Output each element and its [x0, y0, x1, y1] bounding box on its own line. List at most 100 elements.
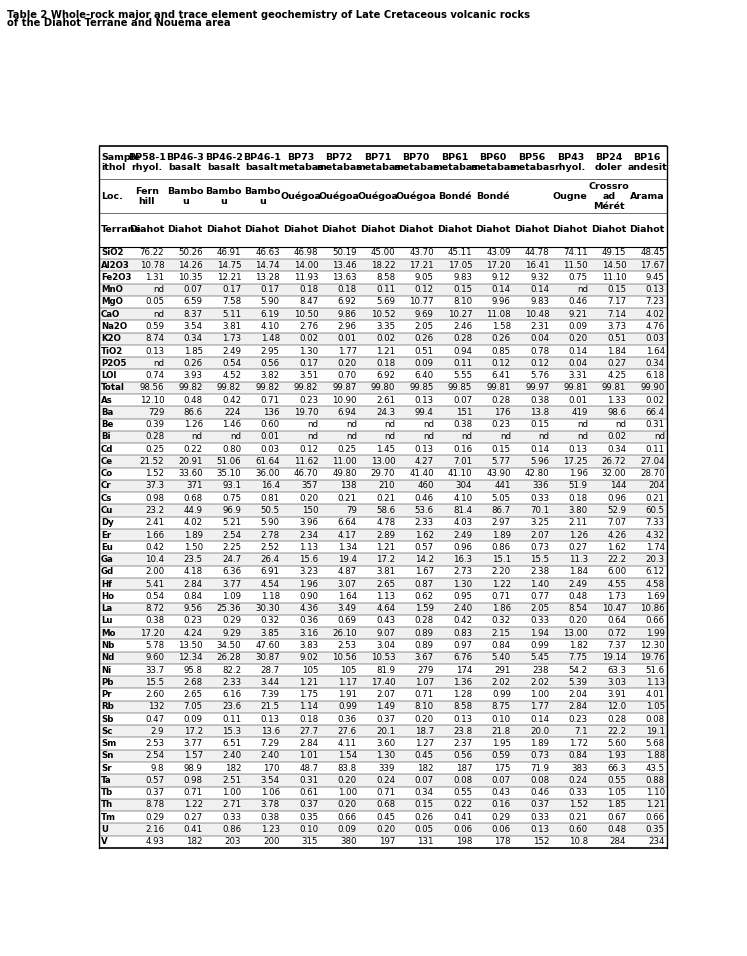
Text: 0.11: 0.11	[453, 358, 472, 368]
Bar	[99, 480, 666, 492]
Text: 1.00: 1.00	[338, 788, 357, 797]
Text: 0.36: 0.36	[338, 714, 357, 724]
Text: 6.92: 6.92	[338, 297, 357, 307]
Text: 0.10: 0.10	[492, 714, 511, 724]
Text: 23.2: 23.2	[145, 506, 164, 515]
Text: 1.99: 1.99	[646, 629, 665, 638]
Bar	[99, 602, 666, 615]
Text: Nb: Nb	[101, 641, 114, 650]
Text: 17.2: 17.2	[184, 727, 202, 736]
Text: 9.21: 9.21	[568, 310, 588, 318]
Text: BP46-3
basalt: BP46-3 basalt	[167, 153, 204, 172]
Text: 0.14: 0.14	[492, 285, 511, 294]
Text: 3.78: 3.78	[261, 800, 279, 810]
Text: 6.12: 6.12	[645, 567, 665, 576]
Text: nd: nd	[153, 358, 164, 368]
Text: 0.28: 0.28	[492, 396, 511, 404]
Text: 210: 210	[379, 482, 395, 490]
Text: 2.37: 2.37	[453, 739, 472, 749]
Text: 0.09: 0.09	[184, 714, 202, 724]
Text: 0.73: 0.73	[530, 751, 549, 760]
Text: 0.02: 0.02	[376, 335, 395, 343]
Text: 4.18: 4.18	[184, 567, 202, 576]
Text: Diahot: Diahot	[129, 226, 164, 234]
Text: 17.21: 17.21	[409, 261, 434, 270]
Text: 33.7: 33.7	[145, 665, 164, 675]
Text: Total: Total	[101, 383, 125, 392]
Text: 27.6: 27.6	[338, 727, 357, 736]
Text: 0.75: 0.75	[222, 493, 241, 503]
Text: 170: 170	[263, 764, 279, 772]
Text: 3.54: 3.54	[261, 776, 279, 785]
Text: Ouégoa: Ouégoa	[319, 191, 359, 201]
Text: 4.76: 4.76	[645, 322, 665, 331]
Text: 0.86: 0.86	[492, 543, 511, 552]
Text: Lu: Lu	[101, 617, 112, 625]
Text: 43.5: 43.5	[645, 764, 665, 772]
Text: 0.60: 0.60	[261, 420, 279, 429]
Text: Crossro
ad
Mérét: Crossro ad Mérét	[589, 182, 629, 210]
Text: 1.09: 1.09	[223, 592, 241, 601]
Text: 50.5: 50.5	[261, 506, 279, 515]
Text: 0.70: 0.70	[338, 371, 357, 380]
Text: nd: nd	[384, 420, 395, 429]
Text: 3.83: 3.83	[299, 641, 318, 650]
Text: 0.29: 0.29	[145, 813, 164, 822]
Text: 0.86: 0.86	[222, 825, 241, 834]
Text: nd: nd	[616, 420, 626, 429]
Text: 1.89: 1.89	[184, 531, 202, 539]
Text: 3.04: 3.04	[376, 641, 395, 650]
Text: 2.05: 2.05	[530, 604, 549, 613]
Text: 6.92: 6.92	[376, 371, 395, 380]
Text: 25.36: 25.36	[217, 604, 241, 613]
Text: 1.59: 1.59	[415, 604, 434, 613]
Text: 0.20: 0.20	[299, 493, 318, 503]
Text: 99.81: 99.81	[486, 383, 511, 392]
Text: 34.50: 34.50	[217, 641, 241, 650]
Text: 0.04: 0.04	[530, 335, 549, 343]
Text: 7.1: 7.1	[574, 727, 588, 736]
Text: 151: 151	[456, 408, 472, 417]
Text: 33.60: 33.60	[178, 469, 202, 478]
Text: 3.23: 3.23	[299, 567, 318, 576]
Text: 1.96: 1.96	[568, 469, 588, 478]
Text: 8.78: 8.78	[145, 800, 164, 810]
Text: 96.9: 96.9	[223, 506, 241, 515]
Text: 49.15: 49.15	[602, 249, 626, 257]
Text: 4.03: 4.03	[453, 518, 472, 528]
Text: 28.7: 28.7	[261, 665, 279, 675]
Text: 2.9: 2.9	[151, 727, 164, 736]
Text: 0.09: 0.09	[568, 322, 588, 331]
Text: 9.69: 9.69	[415, 310, 434, 318]
Text: 105: 105	[302, 665, 318, 675]
Text: 1.88: 1.88	[645, 751, 665, 760]
Text: 5.78: 5.78	[145, 641, 164, 650]
Text: 9.32: 9.32	[530, 272, 549, 282]
Text: MnO: MnO	[101, 285, 123, 294]
Text: 81.9: 81.9	[376, 665, 395, 675]
Text: 2.54: 2.54	[145, 751, 164, 760]
Text: 0.11: 0.11	[376, 285, 395, 294]
Text: 0.84: 0.84	[568, 751, 588, 760]
Text: Er: Er	[101, 531, 111, 539]
Text: 51.6: 51.6	[645, 665, 665, 675]
Text: 0.28: 0.28	[145, 432, 164, 442]
Text: V: V	[101, 837, 108, 846]
Text: nd: nd	[307, 432, 318, 442]
Text: As: As	[101, 396, 113, 404]
Text: 1.06: 1.06	[261, 788, 279, 797]
Text: 0.55: 0.55	[607, 776, 626, 785]
Text: 1.67: 1.67	[415, 567, 434, 576]
Text: 2.40: 2.40	[453, 604, 472, 613]
Bar	[99, 259, 666, 272]
Text: 729: 729	[148, 408, 164, 417]
Text: 4.54: 4.54	[261, 579, 279, 589]
Text: 0.21: 0.21	[376, 493, 395, 503]
Text: 5.21: 5.21	[222, 518, 241, 528]
Text: 3.25: 3.25	[530, 518, 549, 528]
Text: 0.47: 0.47	[145, 714, 164, 724]
Text: 70.1: 70.1	[530, 506, 549, 515]
Text: 2.02: 2.02	[492, 678, 511, 686]
Text: 3.93: 3.93	[184, 371, 202, 380]
Text: 98.9: 98.9	[184, 764, 202, 772]
